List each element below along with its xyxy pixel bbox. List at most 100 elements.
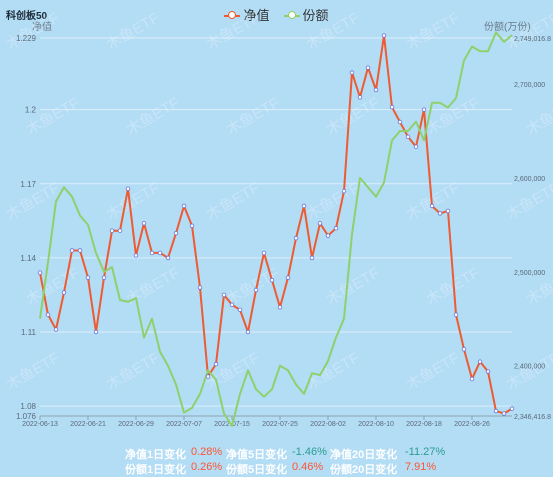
nav-point [493, 408, 499, 414]
stat-label-nav-5d: 净值5日变化 [226, 449, 288, 461]
nav-point [325, 233, 331, 238]
legend: 净值 份额 [0, 5, 553, 24]
nav-point [85, 275, 91, 280]
watermark-text: 木鱼ETF [23, 94, 83, 139]
watermark-text: 木鱼ETF [103, 179, 163, 224]
nav-point [349, 70, 355, 75]
nav-point [181, 203, 187, 209]
nav-point [373, 87, 379, 93]
nav-point [197, 285, 203, 290]
x-tick-label: 2022-06-13 [22, 421, 58, 428]
x-tick-label: 2022-08-10 [358, 421, 394, 428]
nav-point [165, 255, 171, 261]
watermark-text: 木鱼ETF [303, 9, 363, 54]
nav-point [437, 211, 443, 216]
nav-point [45, 312, 51, 317]
legend-item-nav[interactable]: 净值 [224, 5, 270, 24]
nav-point [93, 329, 99, 335]
stat-label-share-5d: 份额5日变化 [226, 464, 288, 476]
nav-point [237, 307, 243, 312]
x-tick-label: 2022-07-07 [166, 421, 202, 428]
y-right-tick-label: 2,749,016.8 [514, 36, 551, 43]
legend-marker-share [283, 9, 300, 21]
nav-point [269, 277, 275, 283]
watermark-text: 木鱼ETF [503, 349, 553, 394]
nav-point [341, 188, 347, 194]
nav-point [501, 411, 507, 416]
watermark-text: 木鱼ETF [403, 349, 463, 394]
nav-point [445, 208, 451, 214]
stat-label-nav-1d: 净值1日变化 [125, 449, 187, 461]
watermark-text: 木鱼ETF [503, 9, 553, 54]
watermark-text: 木鱼ETF [103, 349, 163, 394]
nav-point [213, 361, 219, 367]
nav-point [141, 221, 147, 226]
nav-point [133, 253, 139, 258]
y-right-axis-title: 份额(万份) [484, 22, 531, 33]
stat-label-nav-20d: 净值20日变化 [330, 449, 398, 461]
x-tick-label: 2022-08-02 [310, 421, 346, 428]
nav-point [461, 347, 467, 352]
y-left-tick-label: 1.08 [20, 402, 36, 411]
chart-title: 科创板50 [6, 11, 48, 22]
nav-point [453, 312, 459, 317]
nav-point [221, 292, 227, 298]
nav-point [101, 275, 107, 280]
x-tick-label: 2022-08-26 [454, 421, 490, 428]
watermark-text: 木鱼ETF [403, 179, 463, 224]
y-right-tick-label: 2,700,000 [514, 82, 545, 89]
watermark-text: 木鱼ETF [223, 94, 283, 139]
nav-point [69, 248, 75, 253]
x-tick-label: 2022-06-21 [70, 421, 106, 428]
nav-point [469, 376, 475, 382]
watermark-text: 木鱼ETF [123, 264, 183, 309]
nav-point [293, 235, 299, 241]
nav-point [485, 369, 491, 374]
nav-point [333, 226, 339, 231]
nav-point [149, 250, 155, 256]
nav-point [189, 223, 195, 228]
nav-point [509, 406, 515, 411]
nav-point [309, 255, 315, 261]
watermark-text: 木鱼ETF [123, 94, 183, 139]
nav-point [357, 95, 363, 100]
watermark-text: 木鱼ETF [503, 179, 553, 224]
x-tick-label: 2022-08-18 [406, 421, 442, 428]
nav-point [37, 270, 43, 275]
stat-label-share-20d: 份额20日变化 [330, 464, 398, 476]
nav-point [277, 305, 283, 310]
y-left-tick-label: 1.17 [20, 180, 36, 189]
stat-value-share-5d: 0.46% [292, 461, 324, 473]
y-left-tick-label: 1.2 [25, 106, 37, 115]
legend-label-nav: 净值 [243, 8, 270, 23]
nav-point [229, 302, 235, 308]
y-left-tick-label: 1.229 [16, 34, 37, 43]
nav-point [157, 250, 163, 256]
watermark-text: 木鱼ETF [3, 9, 63, 54]
nav-point [77, 248, 83, 253]
nav-point [301, 203, 307, 209]
nav-point [421, 107, 427, 112]
y-left-tick-label: 1.076 [16, 412, 37, 421]
y-left-axis-title: 净值 [32, 22, 52, 33]
nav-point [61, 290, 67, 295]
y-right-tick-label: 2,346,416.8 [514, 414, 551, 421]
y-right-tick-label: 2,400,000 [514, 364, 545, 371]
y-left-tick-label: 1.14 [20, 254, 36, 263]
watermark-text: 木鱼ETF [323, 94, 383, 139]
nav-point [53, 327, 59, 332]
watermark-text: 木鱼ETF [203, 179, 263, 224]
watermark-text: 木鱼ETF [3, 349, 63, 394]
watermark-text: 木鱼ETF [523, 94, 553, 139]
y-left-tick-label: 1.11 [21, 328, 37, 337]
watermark-text: 木鱼ETF [203, 9, 263, 54]
nav-point [253, 287, 259, 293]
nav-point [429, 203, 435, 209]
y-right-tick-label: 2,600,000 [514, 176, 545, 183]
stat-label-share-1d: 份额1日变化 [125, 464, 187, 476]
x-tick-label: 2022-06-29 [118, 421, 154, 428]
nav-point [117, 228, 123, 233]
nav-point [261, 250, 267, 256]
legend-item-share[interactable]: 份额 [283, 5, 329, 24]
nav-point [173, 230, 179, 236]
